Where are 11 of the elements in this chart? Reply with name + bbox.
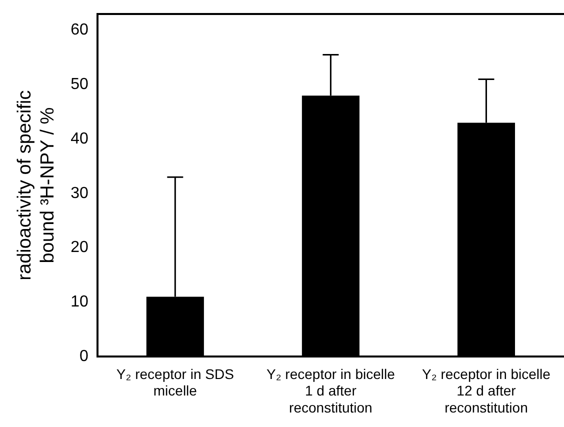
x-tick-label: Y₂ receptor in bicelle 12 d after reconstitution xyxy=(422,366,551,416)
y-tick-label: 50 xyxy=(70,76,88,94)
x-tick-label: Y₂ receptor in SDS micelle xyxy=(116,366,234,399)
y-tick-label: 60 xyxy=(70,22,88,39)
y-tick-label: 20 xyxy=(70,239,88,256)
y-axis-title: radioactivity of specific bound ³H-NPY / % xyxy=(14,90,58,280)
y-tick-label: 10 xyxy=(70,294,88,311)
y-tick-label: 30 xyxy=(70,184,88,202)
x-tick-label: Y₂ receptor in bicelle 1 d after reconstitution xyxy=(266,366,396,416)
y-tick-label: 0 xyxy=(79,348,88,366)
y-tick-label: 40 xyxy=(70,130,88,148)
